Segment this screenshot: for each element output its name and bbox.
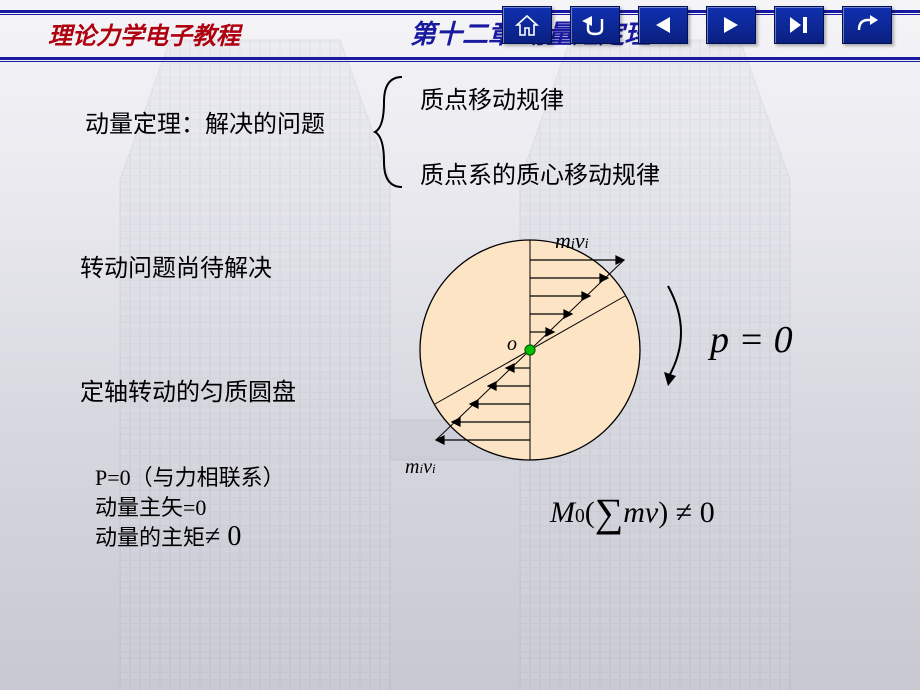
- brace-item-top: 质点移动规律: [420, 80, 564, 115]
- p-zero-label: P=0（与力相联系）: [95, 460, 285, 492]
- main-vector-label: 动量主矢=0: [95, 490, 206, 522]
- nav-last-button[interactable]: [774, 6, 824, 44]
- nav-home-button[interactable]: [502, 6, 552, 44]
- equation-moment: M0(∑mv) ≠ 0: [550, 485, 715, 532]
- nav-bar: [502, 6, 892, 44]
- back-u-icon: [580, 14, 610, 36]
- uniform-disk-label: 定轴转动的匀质圆盘: [80, 372, 296, 407]
- nav-next-button[interactable]: [706, 6, 756, 44]
- redo-icon: [854, 14, 880, 36]
- mv-top-label: mivi: [555, 228, 589, 254]
- equation-p-zero: p = 0: [710, 318, 793, 362]
- rotation-arrow-icon: [660, 278, 700, 388]
- brace-icon: [372, 72, 412, 192]
- center-o-label: o: [507, 333, 517, 356]
- nav-prev-button[interactable]: [638, 6, 688, 44]
- momentum-theorem-label: 动量定理：解决的问题: [85, 104, 325, 139]
- mv-bottom-label: mivi: [405, 456, 436, 479]
- next-icon: [720, 14, 742, 36]
- nav-redo-button[interactable]: [842, 6, 892, 44]
- course-title: 理论力学电子教程: [48, 16, 240, 51]
- main-moment-prefix: 动量的主矩: [95, 525, 205, 550]
- brace-item-bottom: 质点系的质心移动规律: [420, 155, 660, 190]
- main-moment-neq: ≠ 0: [205, 521, 241, 552]
- rotating-disk-diagram: [400, 220, 660, 480]
- nav-back-button[interactable]: [570, 6, 620, 44]
- rotation-problem-label: 转动问题尚待解决: [80, 248, 272, 283]
- home-icon: [514, 14, 540, 36]
- main-moment-label: 动量的主矩≠ 0: [95, 520, 241, 553]
- last-icon: [787, 14, 811, 36]
- prev-icon: [652, 14, 674, 36]
